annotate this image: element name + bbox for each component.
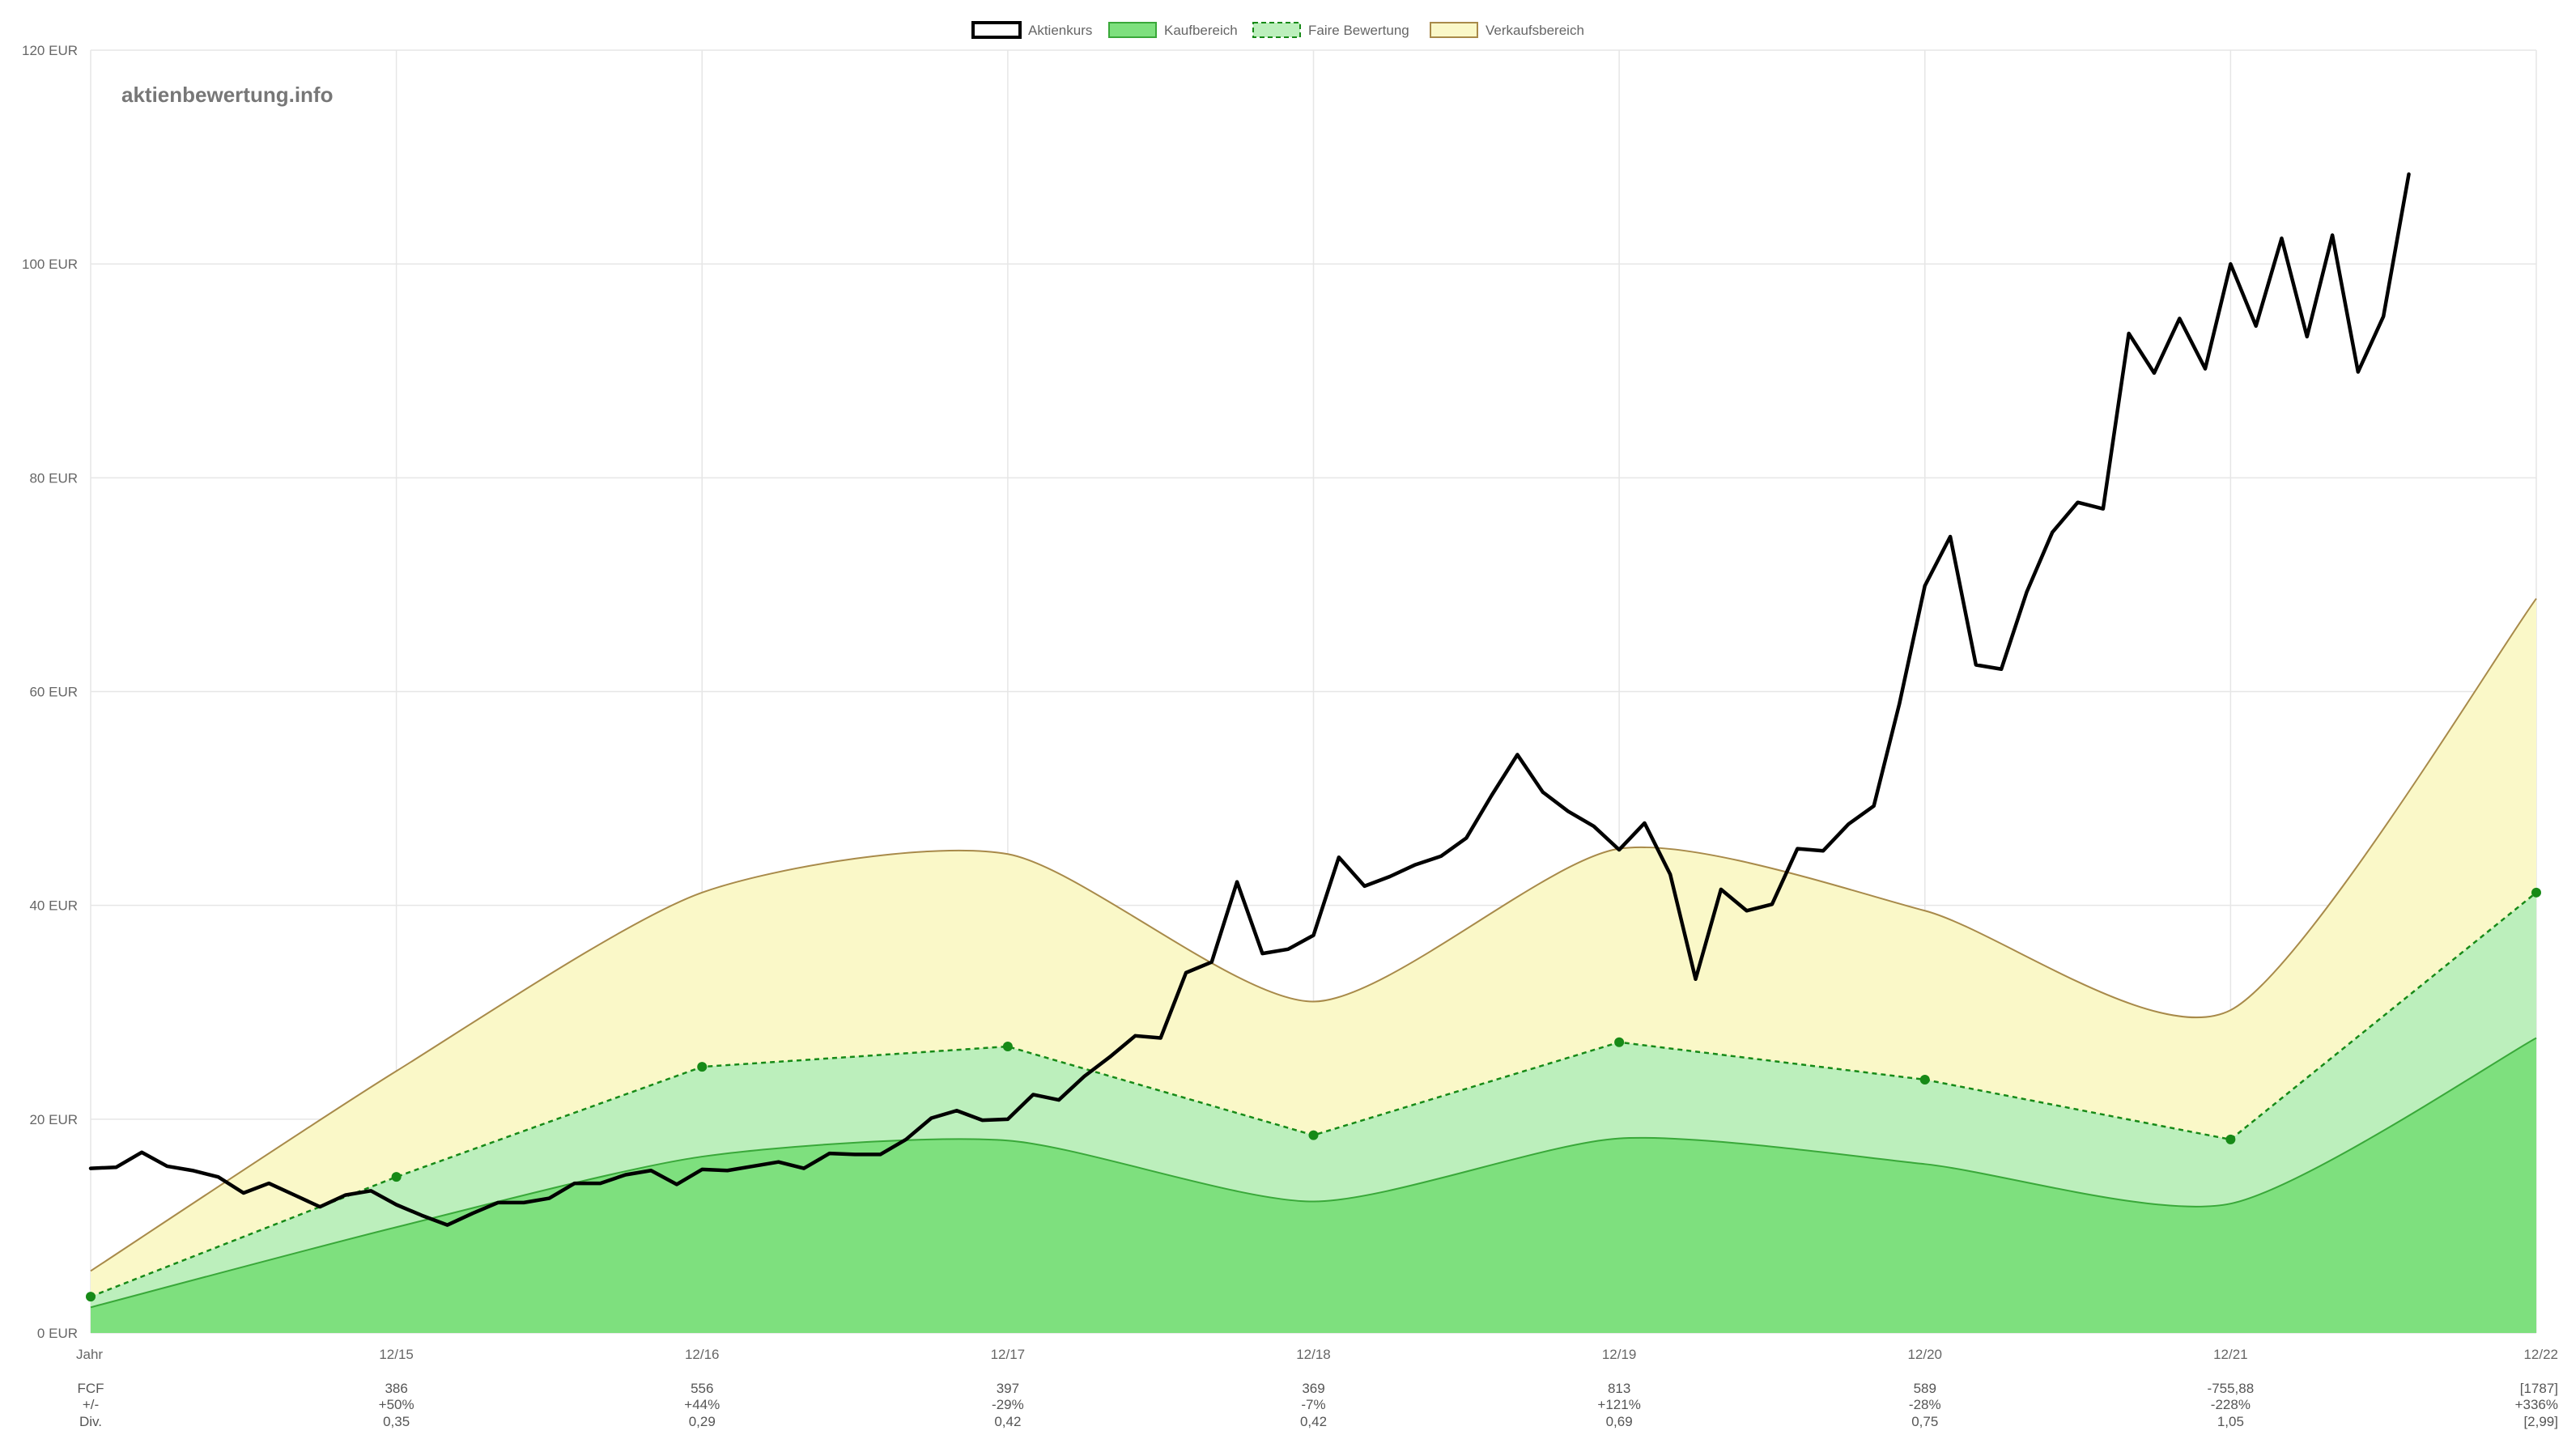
table-cell: +44% xyxy=(684,1397,720,1412)
x-tick-label: Jahr xyxy=(76,1347,103,1362)
y-tick-label: 20 EUR xyxy=(29,1112,78,1127)
legend-item[interactable]: Verkaufsbereich xyxy=(1430,22,1584,38)
legend-swatch xyxy=(1108,22,1157,38)
legend-item[interactable]: Kaufbereich xyxy=(1108,22,1238,38)
x-tick-label: 12/18 xyxy=(1296,1347,1331,1362)
x-tick-label: 12/20 xyxy=(1907,1347,1942,1362)
fair-value-point xyxy=(2225,1134,2236,1144)
fair-value-point xyxy=(391,1172,402,1182)
y-tick-label: 60 EUR xyxy=(29,685,78,700)
x-tick-label: 12/22 xyxy=(2523,1347,2558,1362)
y-tick-label: 120 EUR xyxy=(22,43,78,58)
legend-label: Aktienkurs xyxy=(1028,23,1092,38)
buy-area xyxy=(91,1038,2536,1333)
fair-value-point xyxy=(86,1292,96,1302)
table-cell: -28% xyxy=(1909,1397,1941,1412)
legend-item[interactable]: Aktienkurs xyxy=(971,21,1092,39)
table-cell: 397 xyxy=(997,1381,1019,1396)
table-cell: 0,42 xyxy=(1300,1414,1327,1429)
table-cell: [1787] xyxy=(2520,1381,2558,1396)
legend-swatch xyxy=(1430,22,1478,38)
y-tick-label: 40 EUR xyxy=(29,898,78,914)
table-cell: 369 xyxy=(1302,1381,1324,1396)
table-cell: +50% xyxy=(379,1397,414,1412)
legend-label: Verkaufsbereich xyxy=(1486,23,1584,38)
legend[interactable]: Aktienkurs Kaufbereich Faire Bewertung Verk… xyxy=(971,21,1584,39)
legend-label: Faire Bewertung xyxy=(1308,23,1409,38)
y-tick-label: 80 EUR xyxy=(29,470,78,486)
watermark-text: aktienbewertung.info xyxy=(121,83,333,107)
buy-line xyxy=(90,1037,2537,1309)
fair-value-point xyxy=(2531,887,2541,898)
fair-value-point xyxy=(1919,1074,1930,1085)
x-tick-label: 12/19 xyxy=(1602,1347,1637,1362)
table-cell: [2,99] xyxy=(2523,1414,2558,1429)
table-cell: 0,29 xyxy=(689,1414,716,1429)
sell-line xyxy=(90,597,2537,1272)
table-cell: 589 xyxy=(1914,1381,1936,1396)
table-cell: -755,88 xyxy=(2208,1381,2255,1396)
table-cell: 813 xyxy=(1608,1381,1630,1396)
y-tick-label: 100 EUR xyxy=(22,257,78,272)
legend-swatch xyxy=(971,21,1022,39)
price-series xyxy=(88,172,2411,1227)
table-cell: 0,75 xyxy=(1911,1414,1938,1429)
table-cell: 0,69 xyxy=(1606,1414,1633,1429)
table-row-label: FCF xyxy=(77,1381,104,1396)
fair-value-point xyxy=(1308,1130,1319,1140)
table-cell: +121% xyxy=(1597,1397,1640,1412)
x-tick-label: 12/16 xyxy=(685,1347,720,1362)
x-tick-label: 12/21 xyxy=(2213,1347,2248,1362)
price-line xyxy=(88,172,2411,1227)
table-row-label: Div. xyxy=(79,1414,102,1429)
valuation-bands xyxy=(86,597,2541,1333)
legend-item[interactable]: Faire Bewertung xyxy=(1252,22,1409,38)
axes: 0 EUR 20 EUR 40 EUR 60 EUR 80 EUR 100 EUR 120 … xyxy=(22,43,2558,1362)
table-row-label: +/- xyxy=(83,1397,99,1412)
table-cell: +336% xyxy=(2515,1397,2558,1412)
table-cell: -29% xyxy=(992,1397,1024,1412)
fundamentals-table: FCF 386 556 397 369 813 589 -755,88 [1787] +/- +50… xyxy=(77,1381,2558,1429)
fair-value-point xyxy=(697,1062,708,1072)
table-cell: 556 xyxy=(691,1381,713,1396)
table-cell: -7% xyxy=(1301,1397,1325,1412)
y-tick-label: 0 EUR xyxy=(37,1326,78,1341)
legend-label: Kaufbereich xyxy=(1164,23,1238,38)
fair-value-point xyxy=(1002,1042,1013,1052)
legend-swatch xyxy=(1252,22,1301,38)
table-cell: 386 xyxy=(385,1381,407,1396)
x-tick-label: 12/15 xyxy=(379,1347,414,1362)
table-cell: 0,35 xyxy=(383,1414,410,1429)
x-tick-label: 12/17 xyxy=(991,1347,1026,1362)
table-cell: 0,42 xyxy=(994,1414,1021,1429)
table-cell: 1,05 xyxy=(2217,1414,2244,1429)
fair-value-point xyxy=(1614,1037,1625,1047)
table-cell: -228% xyxy=(2211,1397,2251,1412)
